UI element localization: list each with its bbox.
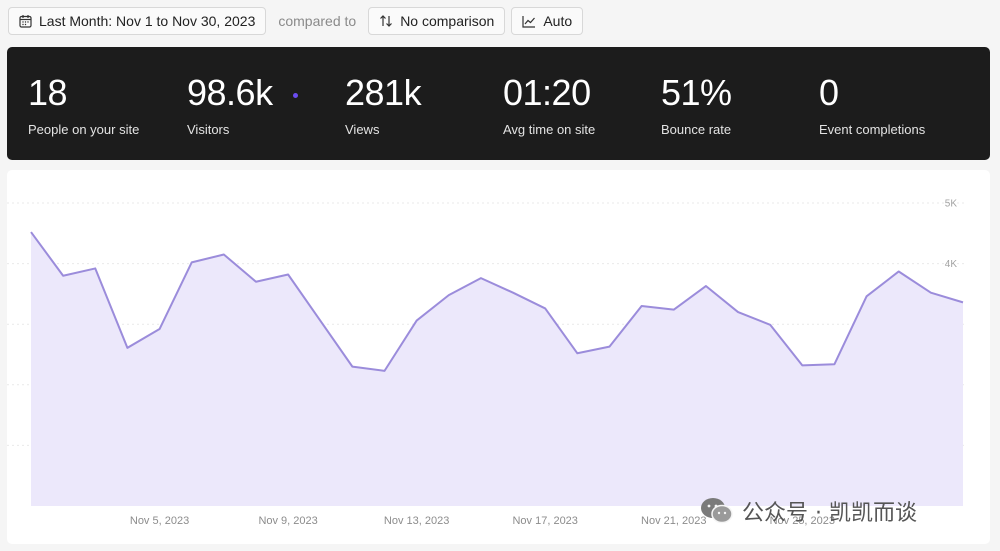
date-range-button[interactable]: Last Month: Nov 1 to Nov 30, 2023 xyxy=(8,7,267,35)
x-tick-label: Nov 25, 2023 xyxy=(770,515,835,527)
date-toolbar: Last Month: Nov 1 to Nov 30, 2023 compar… xyxy=(8,6,584,36)
line-chart-icon xyxy=(522,15,536,28)
comparison-label: No comparison xyxy=(400,13,495,29)
stat-views[interactable]: 281k Views xyxy=(345,72,422,138)
x-tick-label: Nov 21, 2023 xyxy=(641,515,706,527)
x-tick-label: Nov 9, 2023 xyxy=(258,515,317,527)
stat-value: 98.6k xyxy=(187,72,273,113)
stat-value: 51% xyxy=(661,72,732,113)
stat-value: 0 xyxy=(819,72,839,113)
active-metric-dot xyxy=(293,93,298,98)
watermark: 公众号 · 凯凯而谈 xyxy=(700,496,917,526)
interval-button[interactable]: Auto xyxy=(511,7,584,35)
calendar-icon xyxy=(19,14,32,28)
y-tick-label: 5K xyxy=(945,199,958,210)
x-tick-label: Nov 5, 2023 xyxy=(130,515,189,527)
interval-label: Auto xyxy=(543,13,573,29)
stat-label: Avg time on site xyxy=(503,122,596,137)
stat-avg-time[interactable]: 01:20 Avg time on site xyxy=(503,72,596,138)
stat-event-completions[interactable]: 0 Event completions xyxy=(819,72,926,138)
swap-arrows-icon xyxy=(379,14,393,28)
stat-label: People on your site xyxy=(28,122,140,137)
stat-label: Visitors xyxy=(187,122,230,137)
stat-label: Event completions xyxy=(819,122,926,137)
stat-label: Bounce rate xyxy=(661,122,732,137)
stat-visitors[interactable]: 98.6k Visitors xyxy=(187,72,298,137)
area-fill xyxy=(31,232,963,506)
wechat-icon xyxy=(700,497,734,525)
x-tick-label: Nov 17, 2023 xyxy=(512,515,577,527)
stat-value: 18 xyxy=(28,72,68,113)
x-tick-label: Nov 13, 2023 xyxy=(384,515,449,527)
stats-panel: 18 People on your site 98.6k Visitors 28… xyxy=(7,47,990,160)
stat-value: 01:20 xyxy=(503,72,591,113)
compared-to-label: compared to xyxy=(278,13,357,29)
comparison-button[interactable]: No comparison xyxy=(368,7,506,35)
stat-value: 281k xyxy=(345,72,422,113)
date-range-label: Last Month: Nov 1 to Nov 30, 2023 xyxy=(39,13,256,29)
y-tick-label: 4K xyxy=(945,259,958,270)
stat-people-on-site[interactable]: 18 People on your site xyxy=(28,72,140,138)
watermark-text: 公众号 · 凯凯而谈 xyxy=(742,501,917,526)
series-line xyxy=(30,231,964,372)
stat-label: Views xyxy=(345,122,380,137)
stat-bounce-rate[interactable]: 51% Bounce rate xyxy=(661,72,732,138)
